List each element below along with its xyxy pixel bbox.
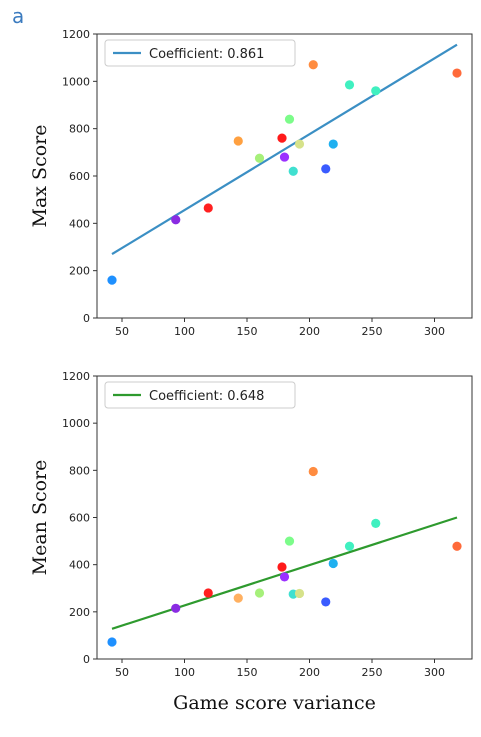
y-axis-label: Max Score: [29, 125, 51, 228]
y-axis-label: Mean Score: [29, 460, 51, 576]
x-tick-label: 100: [174, 666, 195, 679]
data-point: [203, 203, 213, 213]
data-point: [321, 597, 331, 607]
data-point: [254, 153, 265, 163]
data-point: [171, 215, 181, 225]
data-point: [277, 133, 287, 143]
x-tick-label: 50: [115, 325, 129, 338]
data-point: [452, 541, 462, 551]
y-tick-label: 200: [69, 265, 90, 278]
data-point: [233, 593, 243, 603]
plot-frame: [96, 33, 473, 319]
data-point: [203, 588, 213, 598]
x-tick-label: 300: [424, 666, 445, 679]
data-point: [308, 466, 318, 477]
data-point: [344, 80, 355, 90]
data-point: [452, 68, 462, 78]
data-point: [107, 637, 117, 647]
chart-2: 0 200 400 600 800 1000 1200 50 100 150 200 250 300 Me…: [29, 370, 473, 714]
y-tick-label: 800: [69, 464, 90, 477]
panel-label: a: [12, 4, 25, 28]
data-point: [284, 536, 295, 546]
y-tick-label: 0: [83, 312, 90, 325]
x-tick-label: 200: [299, 666, 320, 679]
chart-1: 0 200 400 600 800 1000 1200 50 100 150 200 250 300 Ma…: [29, 28, 473, 338]
x-tick-label: 150: [237, 666, 258, 679]
y-tick-label: 600: [69, 512, 90, 525]
x-axis-label: Game score variance: [173, 692, 376, 714]
data-point: [308, 60, 318, 70]
data-point: [279, 152, 290, 162]
regression-line: [111, 43, 458, 256]
x-tick-label: 200: [299, 325, 320, 338]
data-point: [279, 572, 290, 582]
y-tick-label: 400: [69, 217, 90, 230]
data-point: [294, 139, 305, 149]
data-point: [254, 588, 265, 598]
data-point: [321, 164, 331, 174]
data-point: [107, 275, 117, 285]
y-tick-label: 200: [69, 606, 90, 619]
y-tick-label: 1000: [62, 417, 90, 430]
x-tick-label: 250: [362, 666, 383, 679]
x-tick-label: 300: [424, 325, 445, 338]
y-tick-label: 600: [69, 170, 90, 183]
data-point: [344, 541, 355, 551]
legend-label: Coefficient: 0.861: [149, 47, 264, 62]
data-point: [328, 558, 338, 569]
y-tick-label: 400: [69, 559, 90, 572]
data-point: [371, 86, 381, 96]
data-point: [233, 136, 243, 146]
data-point: [284, 114, 295, 124]
y-tick-label: 1200: [62, 28, 90, 41]
y-tick-label: 1200: [62, 370, 90, 383]
data-point: [328, 139, 338, 149]
legend-box: [104, 381, 296, 409]
x-tick-label: 100: [174, 325, 195, 338]
y-tick-label: 1000: [62, 75, 90, 88]
data-point: [288, 166, 298, 176]
legend-label: Coefficient: 0.648: [149, 389, 264, 404]
data-point: [294, 588, 305, 599]
x-tick-label: 250: [362, 325, 383, 338]
data-point: [371, 518, 381, 528]
data-point: [171, 603, 181, 613]
data-point: [277, 562, 287, 572]
legend-box: [104, 39, 296, 67]
y-tick-label: 800: [69, 123, 90, 136]
x-tick-label: 150: [237, 325, 258, 338]
y-tick-label: 0: [83, 653, 90, 666]
x-tick-label: 50: [115, 666, 129, 679]
